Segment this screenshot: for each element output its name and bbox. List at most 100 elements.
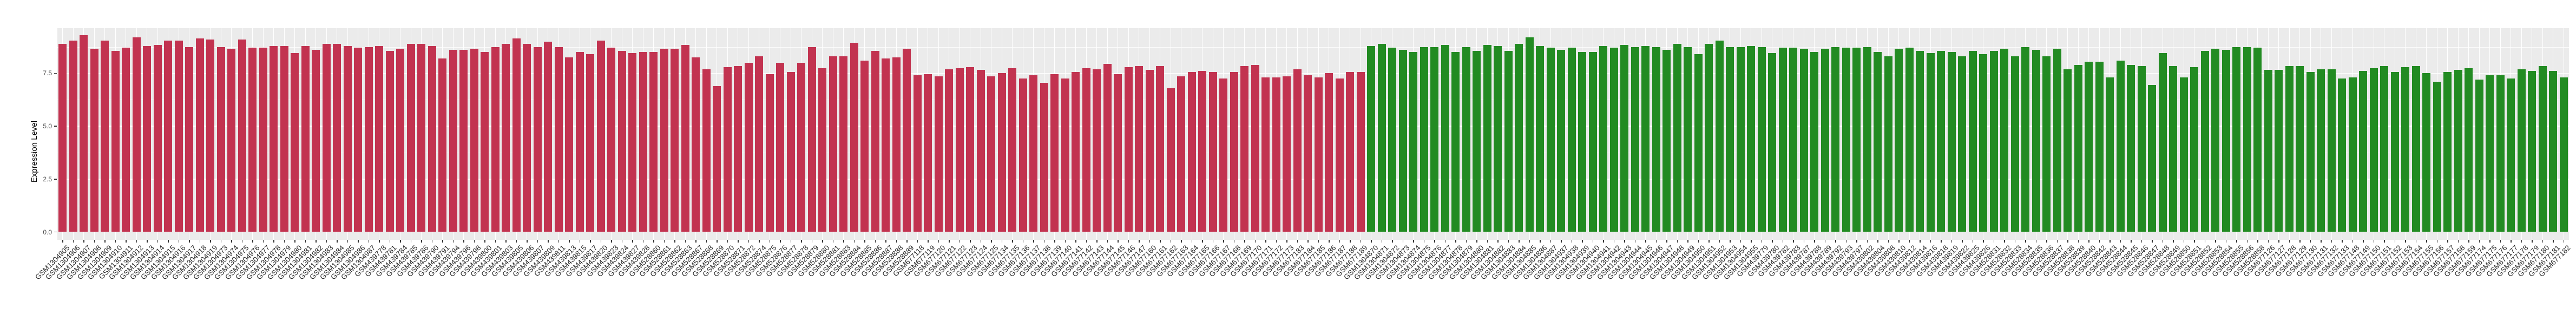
bar <box>270 45 278 232</box>
x-tick-mark <box>1381 240 1382 243</box>
x-tick-mark <box>273 240 274 243</box>
x-tick-mark <box>1318 240 1319 243</box>
x-tick-mark <box>1139 240 1140 243</box>
x-tick-mark <box>1793 240 1794 243</box>
x-tick-mark <box>2563 240 2564 243</box>
bar <box>1145 70 1154 232</box>
x-tick-mark <box>2426 240 2427 243</box>
bar <box>1536 45 1545 232</box>
x-tick-mark <box>1824 240 1825 243</box>
bar <box>1398 50 1407 232</box>
bar <box>786 72 795 232</box>
bar <box>839 56 848 232</box>
x-tick-mark <box>822 240 823 243</box>
x-tick-mark <box>1624 240 1625 243</box>
bar <box>2232 47 2241 232</box>
x-tick-mark <box>220 240 221 243</box>
bar <box>1103 63 1112 232</box>
bar <box>692 57 700 232</box>
bar <box>1747 45 1756 232</box>
bar <box>554 47 563 232</box>
bar <box>607 48 616 232</box>
x-tick-mark <box>1360 240 1361 243</box>
x-tick-mark <box>147 240 148 243</box>
x-tick-mark <box>2035 240 2036 243</box>
x-tick-mark <box>2457 240 2459 243</box>
x-tick-mark <box>1244 240 1245 243</box>
bar <box>2106 77 2114 232</box>
x-tick-mark <box>2289 240 2290 243</box>
x-tick-mark <box>2204 240 2205 243</box>
x-tick-mark <box>600 240 601 243</box>
bar <box>122 48 130 232</box>
gridline-major <box>57 231 2569 233</box>
bar <box>860 60 869 232</box>
bar <box>1652 47 1660 232</box>
bar <box>1694 54 1703 232</box>
bar <box>671 49 679 232</box>
bar <box>2179 77 2188 232</box>
x-tick-mark <box>2553 240 2554 243</box>
bar <box>1061 78 1069 232</box>
x-tick-mark <box>1371 240 1372 243</box>
bar <box>1588 52 1597 232</box>
bar <box>459 50 468 232</box>
x-tick-mark <box>2511 240 2512 243</box>
x-tick-mark <box>1951 240 1952 243</box>
bar <box>2465 68 2473 232</box>
bar <box>2359 71 2368 232</box>
x-tick-mark <box>1782 240 1783 243</box>
bar <box>628 53 637 232</box>
bar <box>523 43 531 232</box>
x-tick-mark <box>2046 240 2047 243</box>
x-tick-mark <box>2088 240 2089 243</box>
bar <box>1494 45 1502 232</box>
bar <box>1135 66 1144 232</box>
bar <box>1631 47 1639 232</box>
x-tick-mark <box>2405 240 2406 243</box>
bar <box>1778 48 1787 232</box>
bar <box>871 51 879 232</box>
x-tick-mark <box>2173 240 2174 243</box>
plot-panel <box>57 28 2569 240</box>
bar <box>829 56 837 232</box>
x-tick-mark <box>2152 240 2153 243</box>
bar <box>1251 64 1259 232</box>
bar <box>966 67 975 232</box>
bar <box>533 47 542 232</box>
x-tick-mark <box>62 240 63 243</box>
bar <box>1409 52 1418 232</box>
x-tick-mark <box>347 240 348 243</box>
x-tick-mark <box>2257 240 2258 243</box>
bar <box>2137 66 2146 232</box>
bar <box>343 45 352 232</box>
x-tick-mark <box>759 240 760 243</box>
bar <box>1029 75 1038 232</box>
bar <box>2021 47 2030 232</box>
x-tick-mark <box>1476 240 1477 243</box>
bar <box>2338 78 2347 232</box>
bar <box>2010 56 2019 232</box>
bar <box>1799 49 1808 232</box>
bar <box>164 40 173 232</box>
x-tick-mark <box>1286 240 1287 243</box>
bar <box>1525 37 1534 232</box>
bar <box>882 58 890 232</box>
x-tick-mark <box>231 240 232 243</box>
bar <box>2454 70 2462 232</box>
gridline-major <box>57 73 2569 74</box>
x-tick-mark <box>252 240 253 243</box>
x-tick-mark <box>1022 240 1023 243</box>
x-tick-mark <box>2194 240 2195 243</box>
x-tick-mark <box>801 240 802 243</box>
x-tick-mark <box>1423 240 1424 243</box>
bar <box>2032 50 2040 232</box>
bar <box>185 47 194 232</box>
bar <box>1515 43 1523 232</box>
x-tick-mark <box>1043 240 1044 243</box>
x-tick-mark <box>579 240 580 243</box>
bar <box>734 66 742 232</box>
bar <box>174 40 183 232</box>
bar <box>1356 72 1365 232</box>
bar <box>470 49 478 232</box>
